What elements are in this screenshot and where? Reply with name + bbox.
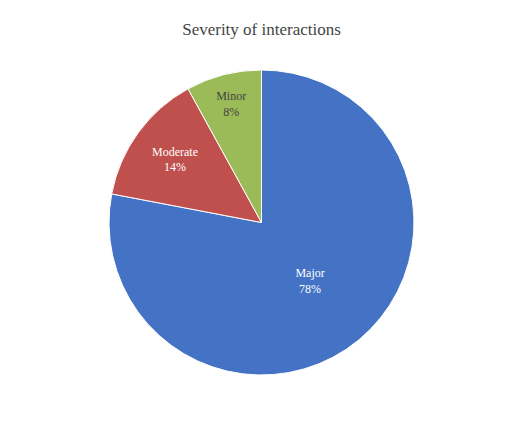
svg-text:Major78%: Major78%	[295, 266, 324, 296]
svg-text:Minor8%: Minor8%	[216, 89, 246, 119]
svg-text:Moderate14%: Moderate14%	[152, 145, 198, 175]
svg-text:Severity of interactions: Severity of interactions	[182, 20, 341, 39]
